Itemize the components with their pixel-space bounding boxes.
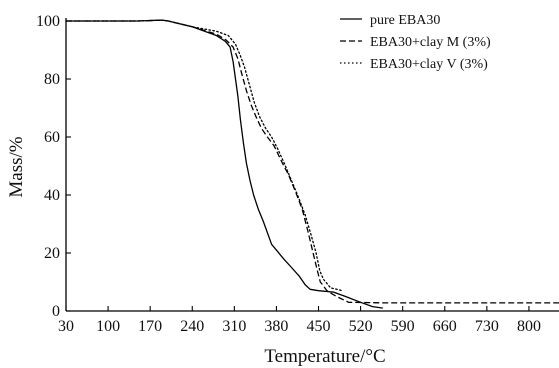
y-tick-label: 20	[44, 245, 60, 262]
x-tick-label: 660	[433, 318, 457, 335]
y-tick-label: 60	[44, 129, 60, 146]
y-axis-title: Mass/%	[6, 136, 27, 197]
x-tick-label: 380	[264, 318, 288, 335]
x-tick-label: 170	[138, 318, 162, 335]
y-tick-label: 40	[44, 187, 60, 204]
x-tick-label: 240	[180, 318, 204, 335]
legend-label-2: EBA30+clay M (3%)	[370, 35, 491, 50]
series-lines	[65, 19, 559, 309]
y-tick-label: 0	[52, 303, 60, 320]
legend-label-3: EBA30+clay V (3%)	[370, 57, 488, 72]
x-tick-label: 730	[475, 318, 499, 335]
series-line-3	[65, 19, 344, 292]
x-tick-label: 310	[222, 318, 246, 335]
x-axis-title: Temperature/°C	[264, 346, 385, 367]
axes: 30 100 170 240 310 380 450 520 590 660 730 800 0 20 40…	[36, 13, 559, 335]
y-tick-label: 80	[44, 71, 60, 88]
x-tick-label: 450	[307, 318, 331, 335]
y-tick-label: 100	[36, 13, 60, 30]
x-tick-label: 30	[58, 318, 74, 335]
x-tick-label: 590	[391, 318, 415, 335]
x-tick-label: 800	[517, 318, 541, 335]
legend: pure EBA30 EBA30+clay M (3%) EBA30+clay V …	[340, 13, 491, 72]
legend-label-1: pure EBA30	[370, 13, 440, 28]
x-tick-label: 100	[96, 318, 120, 335]
x-tick-label: 520	[349, 318, 373, 335]
series-line-1	[66, 19, 383, 309]
series-line-2	[66, 19, 559, 304]
